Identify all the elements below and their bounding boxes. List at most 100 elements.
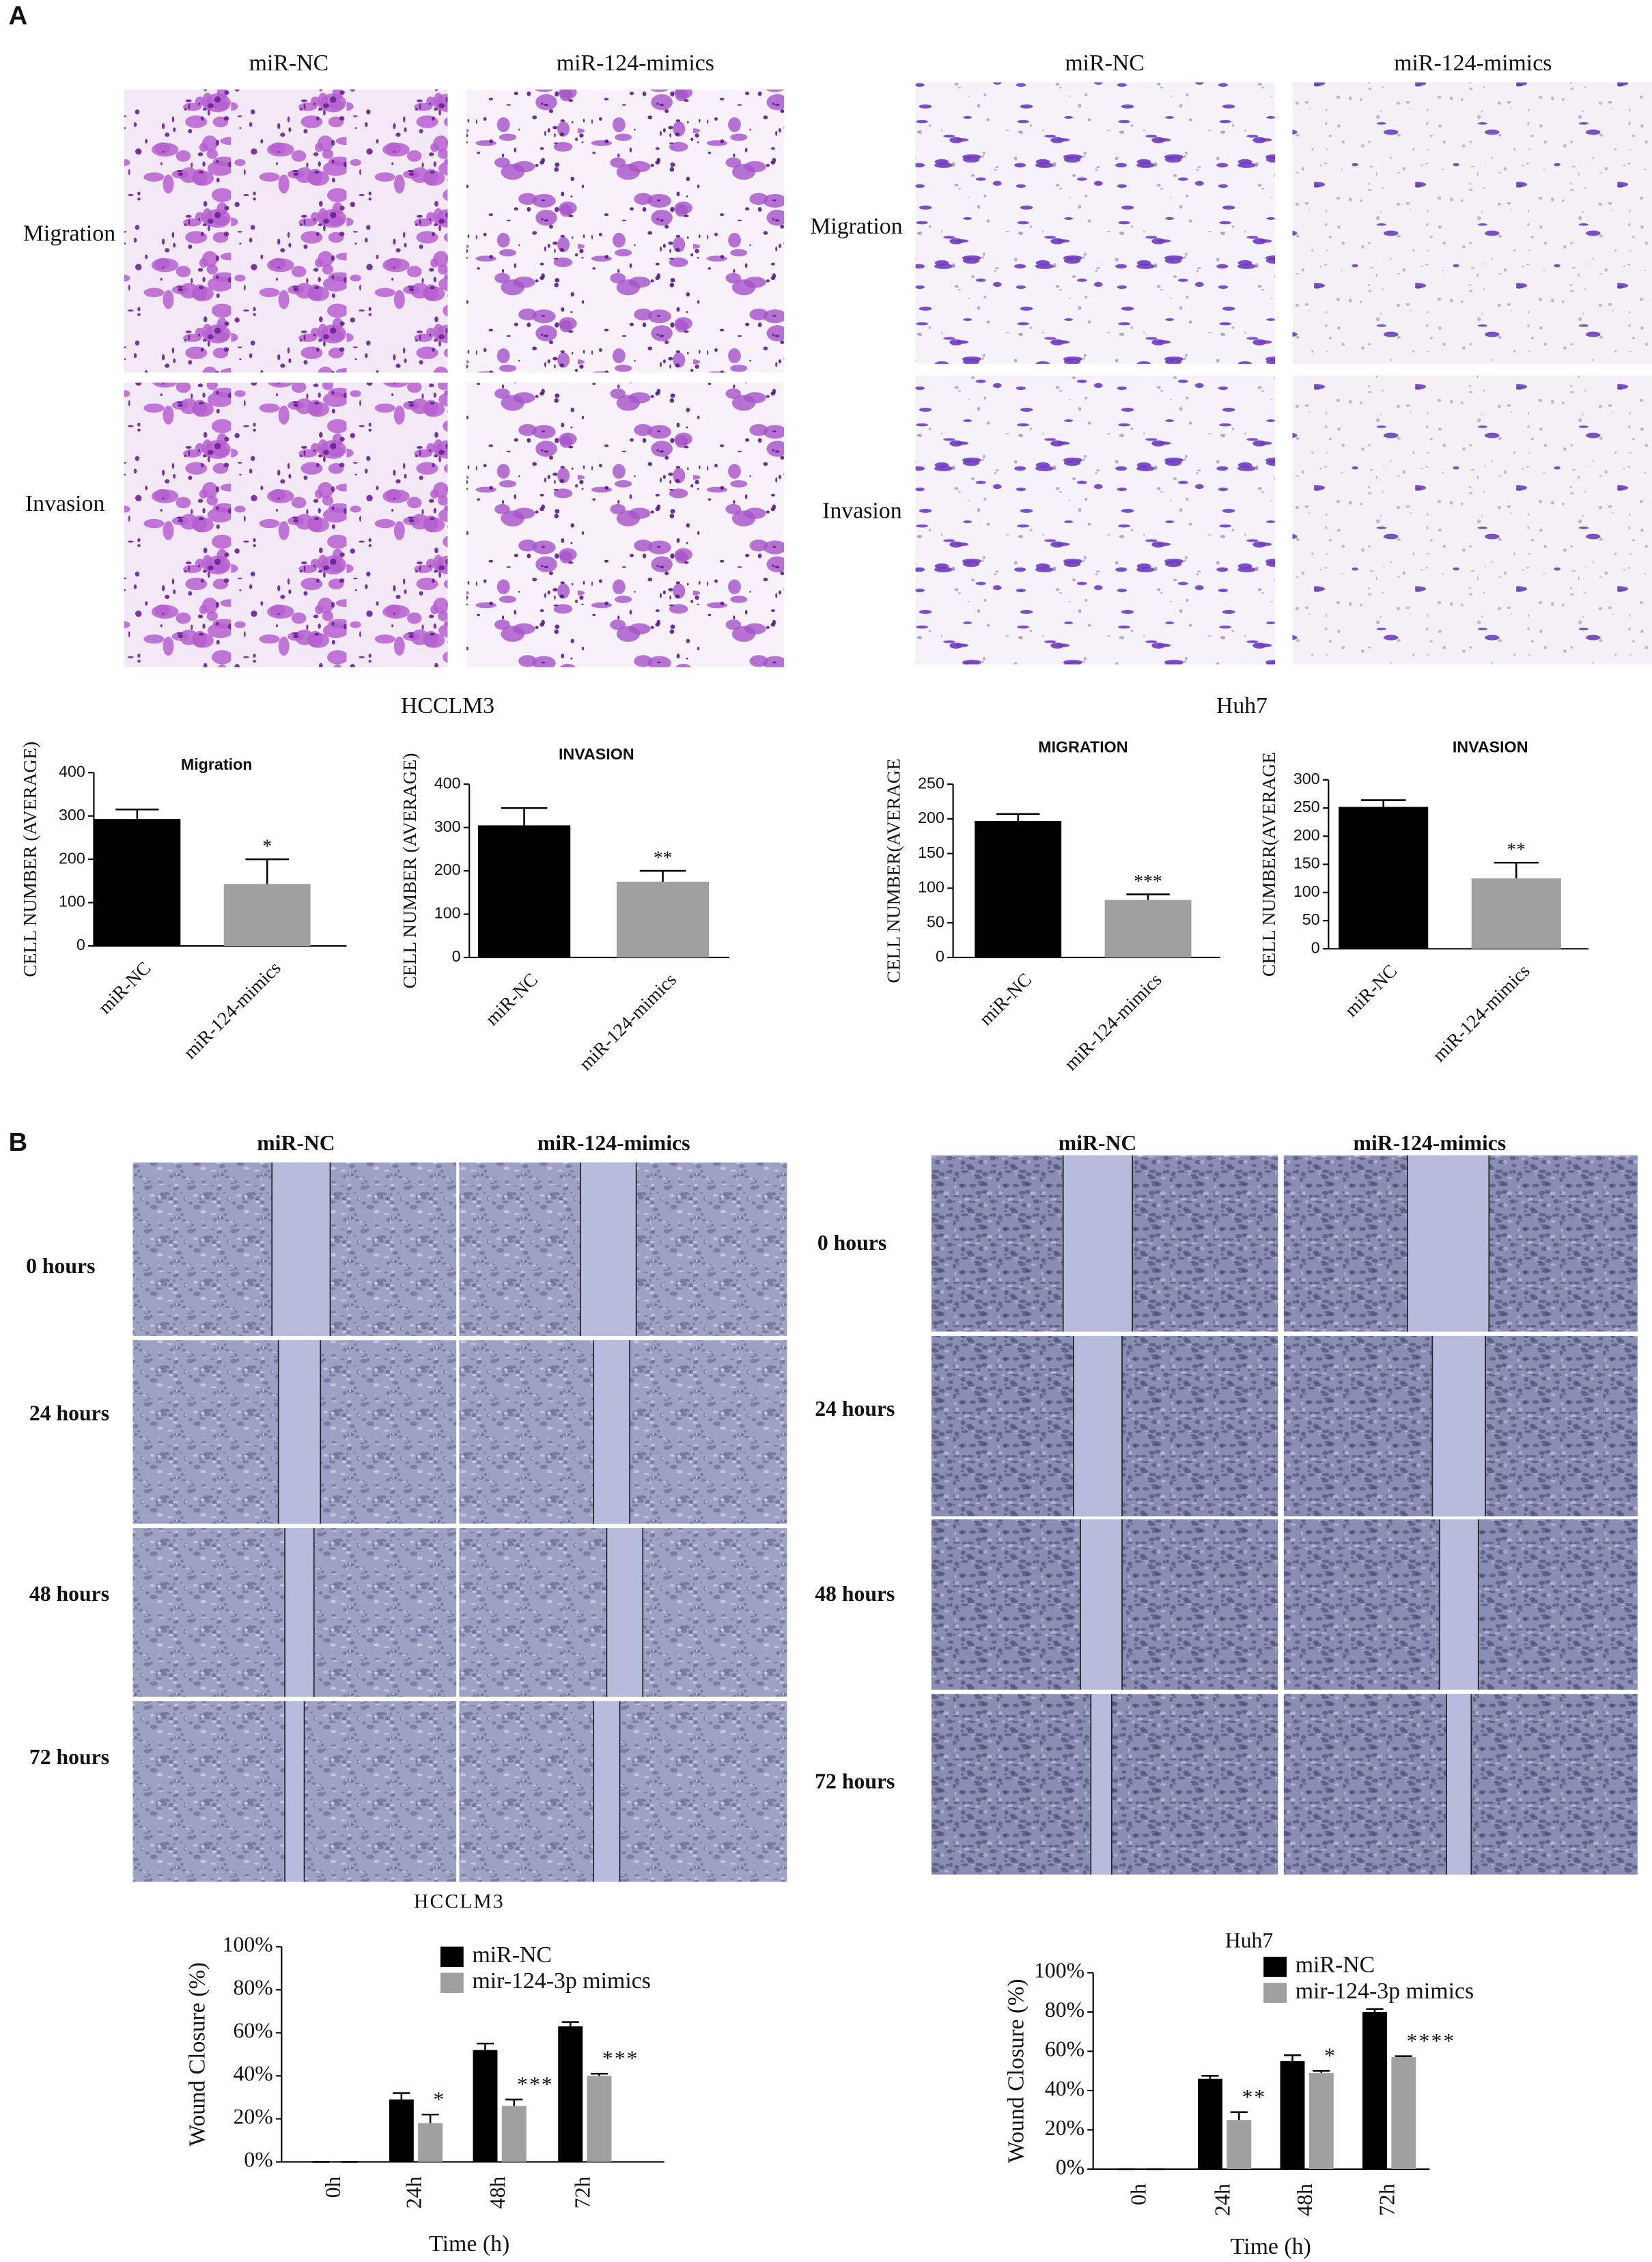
wound-gap — [1446, 1694, 1472, 1875]
error-bar — [501, 807, 548, 826]
significance-label: *** — [517, 2072, 554, 2096]
x-tick-label: miR-NC — [94, 958, 154, 1018]
image-column-label: miR-NC — [1065, 51, 1145, 76]
y-tick-label: 60% — [234, 2019, 273, 2043]
x-tick-label: miR-124-mimics — [1061, 969, 1166, 1074]
error-bar — [561, 2021, 579, 2026]
cell-line-label: Huh7 — [1225, 1928, 1273, 1952]
x-tick-label: 72h — [571, 2176, 595, 2209]
bar — [389, 2099, 414, 2162]
error-bar — [1283, 2054, 1302, 2061]
wound-gap — [278, 1340, 321, 1524]
image-column-label: miR-124-mimics — [1354, 1131, 1507, 1155]
bar — [1362, 2011, 1387, 2170]
legend-label: mir-124-3p mimics — [472, 1968, 650, 1994]
image-row-label: 72 hours — [29, 1745, 109, 1769]
wound-gap — [1073, 1335, 1122, 1517]
image-row-label: Migration — [23, 221, 115, 246]
significance-label: *** — [602, 2047, 639, 2071]
y-tick-label: 100% — [1034, 1959, 1084, 1983]
y-tick-label: 50 — [927, 912, 944, 930]
cell-line-label: HCCLM3 — [401, 693, 494, 718]
y-tick-label: 250 — [918, 774, 944, 792]
y-tick-label: 40% — [1045, 2076, 1084, 2100]
micrograph — [124, 89, 448, 373]
wound-gap — [1080, 1519, 1122, 1690]
significance-label: * — [262, 836, 272, 856]
image-row-label: 0 hours — [817, 1231, 886, 1255]
y-tick-label: 400 — [59, 762, 85, 780]
image-row-label: Invasion — [25, 491, 105, 516]
error-bar — [996, 813, 1040, 821]
wound-gap — [272, 1162, 331, 1336]
error-bar — [1366, 2008, 1384, 2012]
y-tick-label: 200 — [918, 809, 944, 826]
image-row-label: 48 hours — [815, 1582, 895, 1606]
image-column-label: miR-NC — [1059, 1131, 1136, 1155]
y-axis-label: CELL NUMBER (AVERAGE) — [20, 742, 40, 977]
x-tick-label: 48h — [486, 2176, 509, 2209]
image-row-label: Invasion — [822, 498, 902, 523]
cell-line-label: HCCLM3 — [414, 1891, 505, 1913]
y-tick-label: 100 — [918, 878, 944, 896]
y-tick-label: 0 — [1311, 938, 1320, 956]
x-tick-label: miR-124-mimics — [1429, 960, 1534, 1065]
image-column-label: miR-NC — [249, 51, 329, 76]
bar — [223, 884, 311, 947]
bar — [1308, 2073, 1334, 2170]
y-tick-label: 60% — [1045, 2037, 1084, 2061]
error-bar — [505, 2098, 523, 2106]
y-tick-label: 400 — [434, 774, 461, 792]
bar — [473, 2050, 498, 2162]
bar — [418, 2123, 443, 2162]
y-tick-label: 100 — [434, 904, 461, 922]
micrograph — [915, 375, 1276, 665]
legend-swatch — [1263, 1983, 1287, 2003]
y-tick-label: 0 — [452, 947, 461, 965]
y-tick-label: 100 — [1293, 882, 1320, 900]
y-tick-label: 0% — [244, 2148, 272, 2172]
bar — [975, 820, 1062, 958]
x-tick-label: 72h — [1375, 2183, 1399, 2216]
error-bar — [639, 869, 686, 882]
y-axis-label: Wound Closure (%) — [1003, 1979, 1028, 2163]
wound-gap — [1432, 1335, 1486, 1517]
wound-gap — [593, 1340, 630, 1524]
error-bar — [590, 2072, 608, 2076]
y-tick-label: 80% — [234, 1976, 273, 2000]
image-row-label: 72 hours — [815, 1770, 895, 1793]
y-tick-label: 0 — [936, 947, 944, 965]
y-axis-label: CELL NUMBER (AVERAGE) — [400, 753, 420, 989]
x-tick-label: 0h — [321, 2176, 345, 2198]
significance-label: ** — [654, 847, 672, 867]
y-tick-label: 0% — [1056, 2155, 1084, 2179]
wound-gap — [1439, 1519, 1479, 1690]
wound-gap — [1091, 1694, 1112, 1875]
error-bar — [1360, 799, 1406, 807]
y-tick-label: 50 — [1302, 910, 1320, 928]
y-tick-label: 200 — [1293, 826, 1320, 843]
bar — [1391, 2057, 1416, 2170]
error-bar — [115, 808, 159, 820]
y-tick-label: 150 — [1293, 854, 1320, 872]
bar — [94, 819, 181, 947]
x-tick-label: 24h — [1210, 2183, 1234, 2216]
x-tick-label: 0h — [1127, 2183, 1151, 2205]
x-tick-label: 24h — [402, 2176, 425, 2209]
wound-gap — [285, 1528, 314, 1697]
image-column-label: miR-124-mimics — [557, 51, 714, 76]
y-tick-label: 150 — [918, 843, 944, 861]
y-tick-label: 20% — [234, 2105, 273, 2129]
panel-label: A — [9, 1, 27, 30]
image-row-label: 0 hours — [26, 1254, 95, 1278]
micrograph — [124, 382, 448, 667]
image-row-label: 24 hours — [29, 1401, 109, 1425]
legend-swatch — [440, 1946, 464, 1967]
legend-label: miR-NC — [1296, 1953, 1375, 1978]
y-tick-label: 100% — [223, 1933, 273, 1957]
error-bar — [1230, 2111, 1248, 2121]
y-tick-label: 20% — [1045, 2116, 1084, 2140]
bar — [1227, 2120, 1252, 2170]
y-tick-label: 100 — [59, 893, 85, 910]
legend-label: mir-124-3p mimics — [1296, 1979, 1474, 2004]
